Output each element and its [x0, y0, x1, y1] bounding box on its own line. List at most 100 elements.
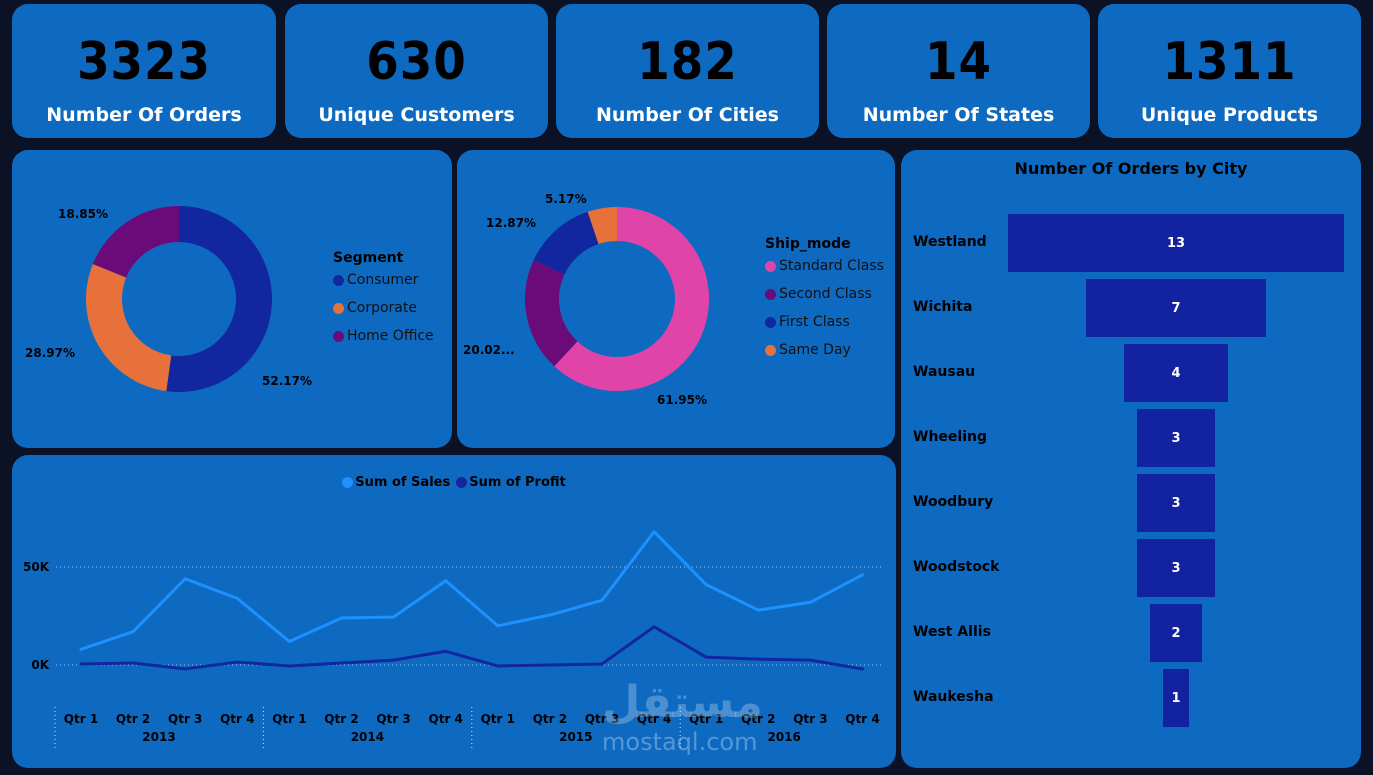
donut-slice-same-day[interactable] [587, 207, 617, 245]
donut-slice-home-office[interactable] [92, 206, 179, 278]
segment-donut-panel[interactable]: 18.85% 28.97% 52.17% Segment Consumer Co… [12, 150, 452, 448]
data-point[interactable] [548, 663, 552, 667]
data-point[interactable] [548, 613, 552, 617]
funnel-bar[interactable]: 3 [1137, 539, 1215, 597]
data-point[interactable] [861, 573, 864, 577]
legend-dot-icon [333, 330, 344, 342]
data-point[interactable] [79, 647, 83, 651]
x-tick-label: Qtr 1 [481, 712, 515, 726]
donut-slice-second-class[interactable] [525, 260, 578, 367]
data-point[interactable] [704, 655, 708, 659]
funnel-city-label: Waukesha [913, 689, 994, 705]
line-plot: 50K 0K Qtr 1 Qtr 2 Qtr 3 Qtr 4 Qtr 1 Qtr 2 Qtr… [23, 530, 882, 750]
legend-item[interactable]: Sum of Profit [456, 475, 566, 490]
funnel-bar[interactable]: 13 [1008, 214, 1344, 272]
x-tick-label: Qtr 1 [272, 712, 306, 726]
legend-item[interactable]: Corporate [333, 294, 434, 322]
kpi-orders: 3323 Number Of Orders [12, 4, 276, 138]
x-tick-label: Qtr 3 [585, 712, 619, 726]
legend-item[interactable]: Second Class [765, 280, 884, 308]
data-point[interactable] [131, 630, 135, 634]
data-point[interactable] [861, 667, 864, 671]
legend-dot-icon [333, 302, 344, 314]
data-point[interactable] [183, 667, 187, 671]
x-tick-label: Qtr 2 [533, 712, 567, 726]
funnel-city-label: West Allis [913, 624, 991, 640]
x-tick-label: Qtr 4 [637, 712, 671, 726]
legend-dot-icon [765, 288, 776, 300]
year-label: 2016 [767, 730, 800, 744]
x-tick-label: Qtr 4 [220, 712, 254, 726]
data-point[interactable] [496, 624, 500, 628]
legend-title: Segment [333, 250, 404, 266]
segment-legend: Segment Consumer Corporate Home Office [333, 250, 434, 350]
x-tick-label: Qtr 3 [793, 712, 827, 726]
data-point[interactable] [444, 649, 448, 653]
legend-item[interactable]: Consumer [333, 266, 434, 294]
x-tick-label: Qtr 3 [168, 712, 202, 726]
funnel-city-label: Wheeling [913, 429, 987, 445]
slice-label: 61.95% [657, 393, 707, 407]
funnel-bar[interactable]: 3 [1137, 474, 1215, 532]
data-point[interactable] [756, 608, 760, 612]
legend-dot-icon [342, 477, 354, 488]
sales-profit-line-chart[interactable]: Sum of Sales Sum of Profit 50K 0K Qtr 1 Q… [12, 455, 896, 768]
donut-slice-standard-class[interactable] [554, 207, 709, 391]
orders-by-city-funnel[interactable]: Number Of Orders by City Westland 13 Wichi… [901, 150, 1361, 768]
data-point[interactable] [340, 661, 343, 665]
data-point[interactable] [131, 661, 135, 665]
legend-title: Ship_mode [765, 236, 851, 252]
legend-item[interactable]: First Class [765, 308, 884, 336]
legend-dot-icon [765, 344, 776, 356]
series-line-sales[interactable] [80, 530, 864, 651]
data-point[interactable] [808, 600, 812, 604]
funnel-bar[interactable]: 1 [1163, 669, 1189, 727]
legend-item[interactable]: Standard Class [765, 252, 884, 280]
data-point[interactable] [444, 579, 448, 583]
data-point[interactable] [652, 530, 656, 534]
y-tick-label: 0K [31, 658, 49, 672]
funnel-bar[interactable]: 2 [1150, 604, 1202, 662]
data-point[interactable] [600, 598, 604, 602]
x-tick-label: Qtr 2 [741, 712, 775, 726]
funnel-bar[interactable]: 3 [1137, 409, 1215, 467]
data-point[interactable] [235, 596, 239, 600]
data-point[interactable] [235, 660, 239, 664]
slice-label: 5.17% [545, 192, 587, 206]
donut-slice-consumer[interactable] [166, 206, 273, 392]
slice-label: 20.02... [463, 343, 515, 357]
legend-item[interactable]: Sum of Sales [342, 475, 450, 490]
data-point[interactable] [600, 662, 604, 666]
funnel-bar[interactable]: 7 [1085, 279, 1267, 337]
data-point[interactable] [183, 577, 187, 581]
kpi-label: Number Of States [862, 104, 1055, 126]
data-point[interactable] [756, 657, 760, 661]
kpi-label: Number Of Orders [46, 104, 242, 126]
data-point[interactable] [287, 664, 291, 668]
year-label: 2013 [142, 730, 175, 744]
series-line-profit[interactable] [80, 625, 863, 671]
data-point[interactable] [340, 616, 343, 620]
funnel-title: Number Of Orders by City [1014, 159, 1248, 178]
funnel-city-label: Wichita [913, 299, 973, 315]
donut-slice-first-class[interactable] [533, 211, 599, 275]
data-point[interactable] [704, 583, 708, 587]
kpi-value: 1311 [1162, 32, 1297, 92]
shipmode-donut-panel[interactable]: 5.17% 12.87% 20.02... 61.95% Ship_mode S… [457, 150, 895, 448]
legend-item[interactable]: Home Office [333, 322, 434, 350]
funnel-city-label: Wausau [913, 364, 976, 380]
funnel-bar[interactable]: 4 [1124, 344, 1228, 402]
funnel-city-label: Woodstock [913, 559, 1000, 575]
donut-slice-corporate[interactable] [86, 263, 172, 392]
data-point[interactable] [392, 615, 396, 619]
data-point[interactable] [287, 639, 291, 643]
segment-donut [86, 206, 273, 392]
data-point[interactable] [652, 625, 656, 629]
data-point[interactable] [496, 664, 500, 668]
data-point[interactable] [808, 658, 812, 662]
kpi-cities: 182 Number Of Cities [556, 4, 819, 138]
data-point[interactable] [392, 658, 396, 662]
legend-item[interactable]: Same Day [765, 336, 884, 364]
year-label: 2014 [351, 730, 384, 744]
data-point[interactable] [79, 662, 83, 666]
